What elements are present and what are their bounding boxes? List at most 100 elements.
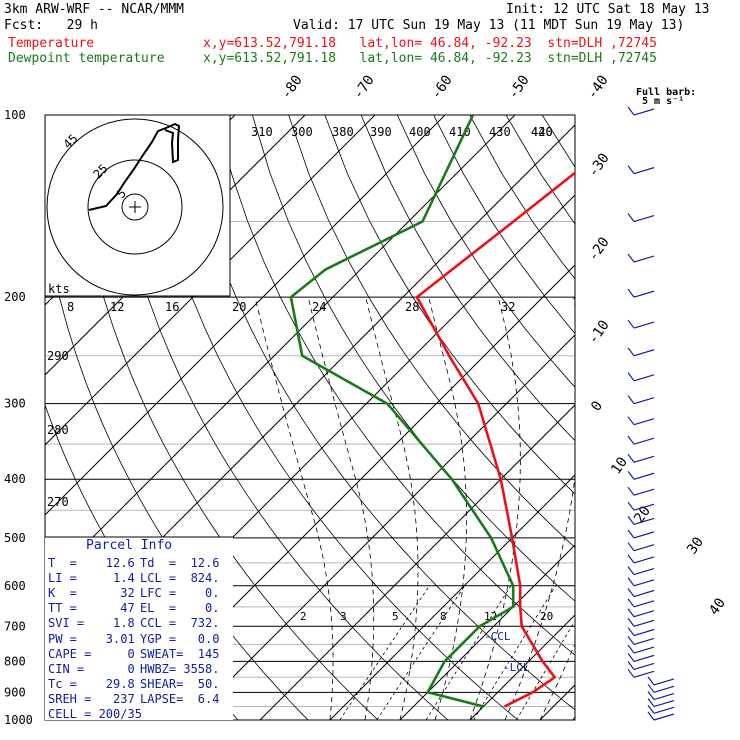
wind-barb [633,437,655,445]
moist-adiabat [504,297,575,720]
isotherm-label: -50 [505,72,533,102]
dewpoint-location: x,y=613.52,791.18 lat,lon= 46.84, -92.23… [203,51,657,66]
isotherm-label: 30 [684,534,707,557]
parcel-info-row: CAPE = 0 SWEAT= 145 [48,647,232,662]
isotherm-label: 20 [631,503,654,526]
dry-adiabat [215,115,575,656]
isotherm-line [680,115,740,720]
wind-barb [633,637,655,645]
moist-adiabat [307,297,375,720]
theta-e-label: 430 [489,125,511,139]
parcel-info-left: CAPE = 0 [48,646,135,661]
parcel-info-left: Tc = 29.8 [48,676,135,691]
parcel-info-left: SREH = 237 [48,691,135,706]
valid-time: Valid: 17 UTC Sun 19 May 13 (11 MDT Sun … [293,18,685,33]
wind-barb-flag [627,588,635,597]
parcel-info-row: T = 12.6 Td = 12.6 [48,556,232,571]
wind-barb-flag [627,347,635,357]
wind-barb-flag [627,668,635,678]
isotherm-label: -20 [585,234,613,264]
wind-barb [633,579,655,587]
mixing-ratio-line [425,585,512,720]
wind-barb [653,692,675,701]
parcel-info-row: LI = 1.4 LCL = 824. [48,571,232,586]
dry-adiabat [324,115,575,495]
mixing-ratio-label: 12 [484,610,497,623]
wind-barb [633,374,655,382]
theta-e-label: 390 [370,125,392,139]
isotherm-line [329,474,575,720]
wind-barb [633,556,655,564]
dry-adiabat [360,115,575,442]
init-time: Init: 12 UTC Sat 18 May 13 [506,2,710,17]
parcel-info-left: TT = 47 [48,601,135,616]
pressure-label: 200 [4,290,26,304]
parcel-info-right: YGP = 0.0 [140,631,220,646]
forecast-hour: Fcst: 29 h [4,18,98,33]
wind-barb [633,418,655,426]
wind-barb-flag [627,416,635,426]
wind-barb [633,255,655,263]
wind-barb-flag [627,213,635,222]
wind-barb [633,455,655,463]
isotherm-line [469,614,575,720]
isotherm-label: 40 [706,595,729,618]
wind-barb [633,503,655,511]
wind-barb-flag [627,486,635,496]
wind-barb-flag [627,636,635,645]
mixing-ratio-label: 20 [540,610,553,623]
wind-barb [633,214,655,223]
wind-barbs [627,106,675,721]
wind-barb-flag [647,711,655,721]
parcel-info-row: K = 32 LFC = 0. [48,586,232,601]
theta-left-label: 270 [47,495,69,509]
wind-barb [633,531,655,539]
wind-barb-flag [647,691,655,700]
dry-adiabat [433,115,575,335]
isotherm-label: -10 [585,317,613,347]
theta-e-label: 420 [531,125,553,139]
pressure-label: 700 [4,619,26,633]
wind-barb-flag [627,566,635,575]
wind-barb [653,699,675,708]
kts-tick: 24 [312,300,326,314]
theta-label: 300 [291,125,313,139]
pressure-label: 1000 [4,713,33,727]
theta-left-label: 290 [47,349,69,363]
parcel-info-row: CELL = 200/35 [48,707,232,722]
wind-barb [633,662,655,671]
dry-adiabat [723,115,740,720]
parcel-info-left: T = 12.6 [48,556,135,571]
model-title: 3km ARW-WRF -- NCAR/MMM [4,2,185,17]
wind-barb [633,600,655,608]
isotherm-line [45,115,516,586]
plot-frame [44,114,576,721]
parcel-info-left: CELL = 200/35 [48,707,142,722]
mixing-ratio-label: 8 [440,610,447,623]
parcel-info-left: CIN = 0 [48,661,135,676]
moist-adiabat [645,297,740,720]
wind-barb [633,290,655,298]
isotherm-line [189,334,575,720]
wind-barb [633,321,655,329]
wind-barb-flag [647,704,655,714]
wind-barb-flag [627,627,635,636]
hodograph-trace [88,122,181,211]
isotherm-label: -30 [585,150,613,180]
wind-barb-flag [627,598,635,608]
wind-barb [633,488,655,496]
parcel-info-right: LFC = 0. [140,586,220,601]
mixing-ratio-label: 3 [340,610,347,623]
parcel-info-right: SWEAT= 145 [140,646,220,661]
wind-barb [653,713,675,721]
theta-e-label: 440 [531,125,553,139]
lcl-label: -LCL [503,661,530,674]
temperature-location: x,y=613.52,791.18 lat,lon= 46.84, -92.23… [203,36,657,51]
isotherm-label: -40 [584,72,612,102]
wind-barb [653,685,675,693]
dry-adiabat [252,115,575,602]
wind-barb-flag [627,165,635,174]
kts-axis: kts 8 12 16 20 24 28 32 [48,282,515,314]
dry-adiabat [396,115,575,388]
wind-barb [633,472,655,480]
